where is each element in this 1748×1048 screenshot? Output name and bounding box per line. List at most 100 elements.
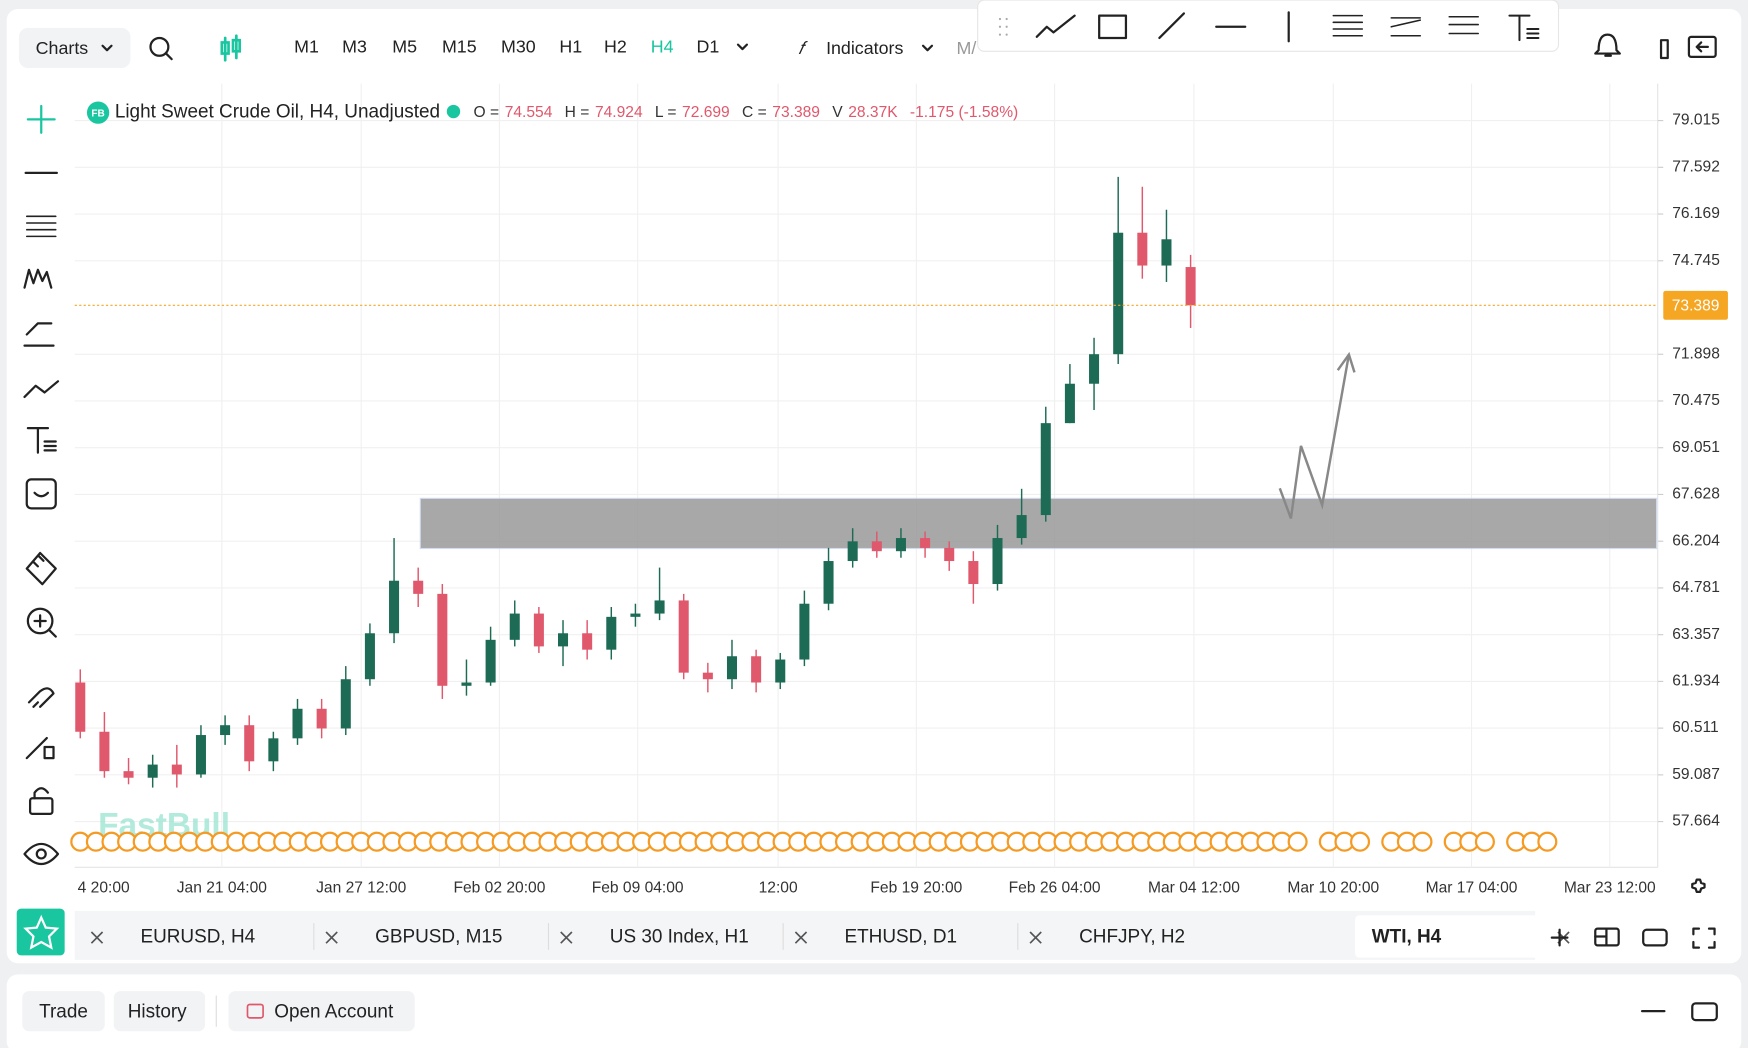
candles (74, 176, 1658, 788)
tab-close[interactable] (325, 931, 338, 944)
charts-label: Charts (36, 38, 89, 58)
candle-body (195, 735, 206, 775)
arrow-head (1336, 351, 1356, 373)
candle-body (99, 731, 110, 772)
candle-body (292, 708, 303, 739)
timeframe[interactable]: M3 (342, 37, 367, 57)
top-right-icons (1594, 33, 1717, 60)
candle-body (123, 771, 134, 778)
legend-label: C = (742, 104, 767, 121)
event-marker (1537, 831, 1558, 852)
tab-label[interactable]: US 30 Index, H1 (610, 927, 749, 948)
event-markers (70, 831, 1558, 852)
timeframe[interactable]: H1 (559, 37, 582, 57)
timeframe[interactable]: M1 (294, 37, 319, 57)
indicators-label[interactable]: Indicators (826, 38, 903, 58)
candle-body (992, 538, 1003, 585)
tab-close[interactable] (794, 931, 808, 944)
tab-bar (74, 910, 1536, 960)
tab-label[interactable]: CHFJPY, H2 (1079, 927, 1185, 948)
legend-value: 28.37K (848, 104, 898, 121)
favorites-button[interactable] (16, 908, 65, 956)
left-toolbar (23, 104, 60, 866)
chevron (101, 44, 113, 52)
search-icon[interactable] (149, 36, 170, 57)
tab-close[interactable] (1029, 931, 1042, 944)
candle-body (316, 708, 327, 729)
projection-arrow[interactable] (1278, 354, 1351, 519)
y-tick-label: 64.781 (1672, 579, 1720, 596)
x-tick-label: Feb 19 20:00 (870, 880, 962, 897)
candle-body (244, 725, 255, 762)
charts-button[interactable] (18, 27, 131, 69)
tab-label[interactable]: GBPUSD, M15 (375, 927, 502, 948)
symbol-icon-text: FB (91, 108, 104, 119)
legend-label: O = (474, 104, 500, 121)
candle-body (799, 603, 810, 660)
timeframes: M1 M3 M5 M15 M30 H1 H2 H4 D1 (294, 37, 719, 57)
y-tick-label: 76.169 (1672, 205, 1720, 222)
candle-body (413, 580, 424, 594)
candle-body (630, 613, 641, 617)
candle-body (920, 538, 931, 548)
tab-close[interactable] (90, 931, 104, 944)
timeframe[interactable]: D1 (696, 37, 719, 57)
zone-rectangle[interactable] (419, 497, 1658, 550)
candle-body (1064, 383, 1075, 424)
maximize-icon[interactable] (1691, 1002, 1718, 1022)
x-tick-label: Feb 02 20:00 (453, 880, 545, 897)
tab-label[interactable]: EURUSD, H4 (140, 927, 255, 948)
indicator-strip: M/ (956, 38, 976, 58)
last-price-box (1663, 290, 1728, 320)
timeframe[interactable]: H2 (604, 37, 627, 57)
x-tick-label: Jan 21 04:00 (177, 880, 268, 897)
timeframe[interactable]: M15 (442, 37, 477, 57)
legend-value: 72.699 (682, 104, 730, 121)
candle-body (558, 633, 569, 647)
candle-body (944, 547, 955, 562)
x-axis: 4 20:00 Jan 21 04:00 Jan 27 12:00 Feb 02 20… (78, 112, 1728, 897)
bottom-button[interactable] (22, 991, 105, 1032)
candle-body (1040, 423, 1051, 516)
candle-body (606, 616, 617, 650)
tab-label[interactable]: WTI, H4 (1372, 927, 1442, 948)
timeframe[interactable]: M30 (501, 37, 536, 57)
candle-body (847, 541, 858, 562)
bottom-button[interactable] (113, 991, 206, 1032)
x-tick-label: Feb 26 04:00 (1009, 880, 1101, 897)
timeframe[interactable]: M5 (392, 37, 417, 57)
event-marker (1412, 831, 1433, 852)
drawing-icons (998, 11, 1540, 43)
fx-icon: 𝑓 (798, 38, 808, 58)
x-tick-label: Mar 23 12:00 (1564, 880, 1656, 897)
x-tick-label: Mar 10 20:00 (1287, 880, 1379, 897)
candle-body (823, 561, 834, 604)
candle-body (1161, 239, 1172, 266)
candle-body (437, 593, 448, 686)
tabs: EURUSD, H4 GBPUSD, M15 US 30 Index, H1 ETHU… (90, 915, 1590, 958)
legend-value: 74.924 (595, 104, 643, 121)
candle-body (1089, 354, 1100, 384)
chevron[interactable] (736, 43, 749, 51)
candle-body (509, 613, 520, 640)
tab-label[interactable]: ETHUSD, D1 (844, 927, 957, 948)
event-marker (1474, 831, 1495, 852)
y-tick-label: 66.204 (1672, 532, 1720, 549)
x-tick-label: Feb 09 04:00 (592, 880, 684, 897)
bottom-button-label: Open Account (274, 1001, 394, 1022)
candle-body (678, 600, 689, 673)
candle-body (1185, 267, 1196, 306)
tab-close[interactable] (560, 931, 573, 944)
settings-icon[interactable] (1691, 878, 1706, 893)
timeframe[interactable]: H4 (651, 37, 674, 57)
y-tick-label: 63.357 (1672, 626, 1720, 643)
chart-type-icon[interactable] (220, 34, 242, 62)
bottom-button[interactable] (228, 991, 415, 1032)
candle-body (968, 561, 979, 585)
bottom-panel (6, 974, 1742, 1048)
search-icon (164, 52, 173, 61)
status-dot (446, 104, 461, 119)
x-tick-label: 12:00 (759, 880, 798, 897)
x-tick-label: Mar 17 04:00 (1426, 880, 1518, 897)
